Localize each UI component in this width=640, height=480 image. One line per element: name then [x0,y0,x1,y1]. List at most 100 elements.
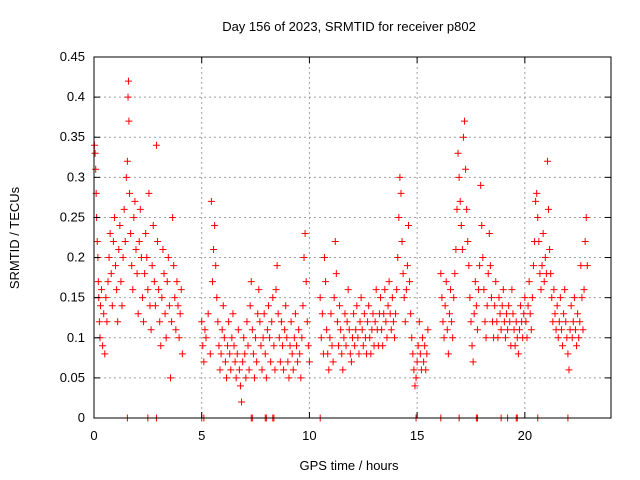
data-point [491,302,499,310]
y-tick-labels: 0 0.05 0.1 0.15 0.2 0.25 0.3 0.35 0.4 0.45 [60,49,85,425]
y-tick-label: 0.45 [60,49,85,64]
data-point [164,254,172,262]
data-point [401,318,409,326]
data-point [350,310,358,318]
data-point [403,262,411,270]
data-point [554,334,562,342]
data-point [352,326,360,334]
data-point [131,197,139,205]
data-point [135,238,143,246]
data-point [358,326,366,334]
data-point [305,358,313,366]
data-point [96,302,104,310]
data-point [288,350,296,358]
data-point [388,294,396,302]
data-point [437,270,445,278]
data-point [527,326,535,334]
data-point [345,326,353,334]
data-point [353,302,361,310]
data-point [322,278,330,286]
data-point [450,294,458,302]
data-point [571,326,579,334]
data-point [173,278,181,286]
data-point [522,318,530,326]
x-tick-label: 15 [410,428,424,443]
data-point [174,302,182,310]
data-point [341,310,349,318]
data-point [569,318,577,326]
data-point [354,334,362,342]
data-point [144,286,152,294]
data-point [406,278,414,286]
data-point [215,342,223,350]
data-point [208,278,216,286]
data-point [113,286,121,294]
data-point [239,358,247,366]
data-point [514,350,522,358]
data-point [210,246,218,254]
data-point [318,310,326,318]
data-point [565,366,573,374]
data-point [379,342,387,350]
data-point [297,374,305,382]
data-point [412,374,420,382]
data-point [580,286,588,294]
data-point [576,318,584,326]
data-point [550,286,558,294]
data-point [421,342,429,350]
data-point [168,318,176,326]
data-point [455,173,463,181]
data-point [254,310,262,318]
data-point [158,294,166,302]
data-point [499,286,507,294]
data-point [520,310,528,318]
data-point [222,374,230,382]
data-point [372,286,380,294]
data-point [220,334,228,342]
data-point [93,238,101,246]
data-point [534,213,542,221]
data-point [219,302,227,310]
data-point [560,310,568,318]
data-point [199,342,207,350]
data-point [545,205,553,213]
data-point [556,294,564,302]
data-point [99,342,107,350]
data-point [162,334,170,342]
data-point [234,326,242,334]
data-point [127,229,135,237]
data-point [471,278,479,286]
data-point [409,350,417,358]
data-point [366,334,374,342]
data-point [149,221,157,229]
data-point [211,221,219,229]
data-point [118,302,126,310]
data-point [289,366,297,374]
data-point [159,246,167,254]
data-point [280,366,288,374]
data-point [275,334,283,342]
data-point [447,286,455,294]
data-point [465,262,473,270]
data-point [385,278,393,286]
data-point [240,334,248,342]
data-point [389,318,397,326]
data-point [304,342,312,350]
data-point [457,221,465,229]
data-point [458,246,466,254]
data-point [262,374,270,382]
data-point [218,326,226,334]
data-point [453,205,461,213]
data-point [547,270,555,278]
data-point [456,197,464,205]
data-point [269,294,277,302]
data-point [241,350,249,358]
data-point [156,318,164,326]
data-point [371,318,379,326]
data-point [273,262,281,270]
data-point [175,334,183,342]
data-point [410,366,418,374]
data-point [482,334,490,342]
data-point [365,302,373,310]
